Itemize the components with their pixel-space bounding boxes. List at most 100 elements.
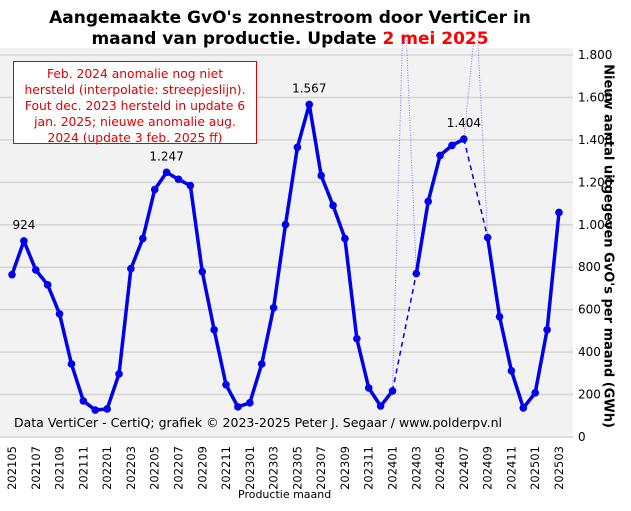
data-point [8,270,16,279]
data-point [341,234,349,243]
x-tick-label: 202105 [5,446,19,490]
data-label: 1.567 [292,81,326,95]
data-point [495,312,504,321]
x-tick-label: 202403 [409,446,423,490]
data-point [150,185,159,194]
x-axis-label: Productie maand [238,488,332,501]
data-point [31,266,40,274]
data-point [222,380,230,389]
data-point [91,406,100,414]
x-tick-label: 202405 [433,446,447,490]
data-point [507,366,516,375]
y-tick-label: 0 [578,430,586,444]
x-tick-label: 202401 [386,446,400,490]
data-point [317,171,325,180]
anomaly-spike-line [463,39,489,238]
update-date: 2 mei 2025 [382,29,489,49]
data-point [424,197,432,206]
data-point [483,233,492,242]
annotation-line: 2024 (update 3 feb. 2025 ff) [47,131,223,145]
data-point [186,181,195,190]
data-point [353,334,361,343]
x-tick-label: 202107 [29,446,43,490]
annotation-line: Fout dec. 2023 hersteld in update 6 [24,99,246,113]
y-tick-label: 1.800 [578,48,612,62]
anomaly-spike-line [392,39,417,391]
data-point [269,303,278,312]
y-tick-label: 1.200 [578,175,612,189]
data-point [281,220,290,229]
data-point [448,141,456,150]
data-label: 924 [12,218,35,232]
data-point [460,135,468,143]
data-point [519,404,528,412]
x-tick-label: 202409 [481,446,495,490]
data-point [115,370,123,378]
data-point [127,264,135,273]
chart-title-prefix: maand van productie. Update [91,29,383,49]
chart-title: Aangemaakte GvO's zonnestroom door Verti… [0,8,580,50]
data-point [257,360,266,368]
data-point [555,208,563,217]
y-tick-label: 400 [578,345,601,359]
data-label: 1.404 [447,116,481,130]
data-point [246,399,254,407]
x-tick-label: 202307 [314,446,328,490]
y-tick-label: 1.400 [578,133,612,147]
data-point [412,269,421,278]
y-tick-label: 600 [578,303,601,317]
y-tick-label: 1.000 [578,218,612,232]
data-point [67,360,76,368]
y-tick-label: 1.600 [578,90,612,104]
x-axis-ticks: 202105 202107 202109 202111 202201 202203 2022… [5,446,566,490]
y-tick-label: 800 [578,260,601,274]
data-label: 1.247 [149,149,183,163]
x-tick-label: 202311 [362,446,376,490]
data-point [210,326,218,334]
annotation-line: Feb. 2024 anomalie nog niet [46,67,224,81]
annotation-line: hersteld (interpolatie: streepjeslijn). [24,83,246,97]
interpolated-line [391,273,418,392]
data-point [55,310,64,318]
anomaly-spikes [392,39,489,391]
x-tick-label: 202407 [457,446,471,490]
data-point [234,403,242,411]
x-tick-label: 202203 [124,446,138,490]
series-points [8,100,563,414]
credit-text: Data VertiCer - CertiQ; grafiek © 2023-2… [14,415,503,430]
x-tick-label: 202309 [338,446,352,490]
data-point [293,143,302,152]
data-point [103,405,111,413]
x-tick-label: 202207 [171,446,185,490]
x-tick-label: 202209 [195,446,209,490]
y-axis-ticks: 0 200 400 600 800 1.000 1.200 1.400 1.600 1.800 [578,48,612,444]
data-point [329,201,337,210]
data-point [305,100,314,109]
data-labels: 924 1.247 1.567 1.404 [12,81,481,231]
x-tick-label: 202411 [504,446,518,490]
data-point [43,281,52,289]
x-tick-label: 202501 [528,446,542,490]
x-tick-label: 202503 [552,446,566,490]
chart-title-line1: Aangemaakte GvO's zonnestroom door Verti… [49,8,531,28]
data-point [139,234,147,243]
data-point [543,326,551,334]
x-tick-label: 202109 [53,446,67,490]
y-axis-label: Nieuw aantal uitgegeven GvO's per maand … [600,64,616,428]
data-point [436,151,444,160]
x-tick-label: 202205 [148,446,162,490]
y-tick-label: 200 [578,388,601,402]
data-point [388,387,397,395]
data-point [364,384,373,392]
x-tick-label: 202301 [243,446,257,490]
data-point [198,267,207,276]
x-tick-label: 202211 [219,446,233,490]
annotation-line: jan. 2025; nieuwe anomalie aug. [34,115,236,129]
x-tick-label: 202305 [290,446,304,490]
data-point [376,402,385,410]
interpolated-line [463,138,489,238]
chart-title-line2: maand van productie. Update 2 mei 2025 [0,29,580,50]
data-point [162,168,171,177]
data-point [79,397,88,405]
x-tick-label: 202201 [100,446,114,490]
